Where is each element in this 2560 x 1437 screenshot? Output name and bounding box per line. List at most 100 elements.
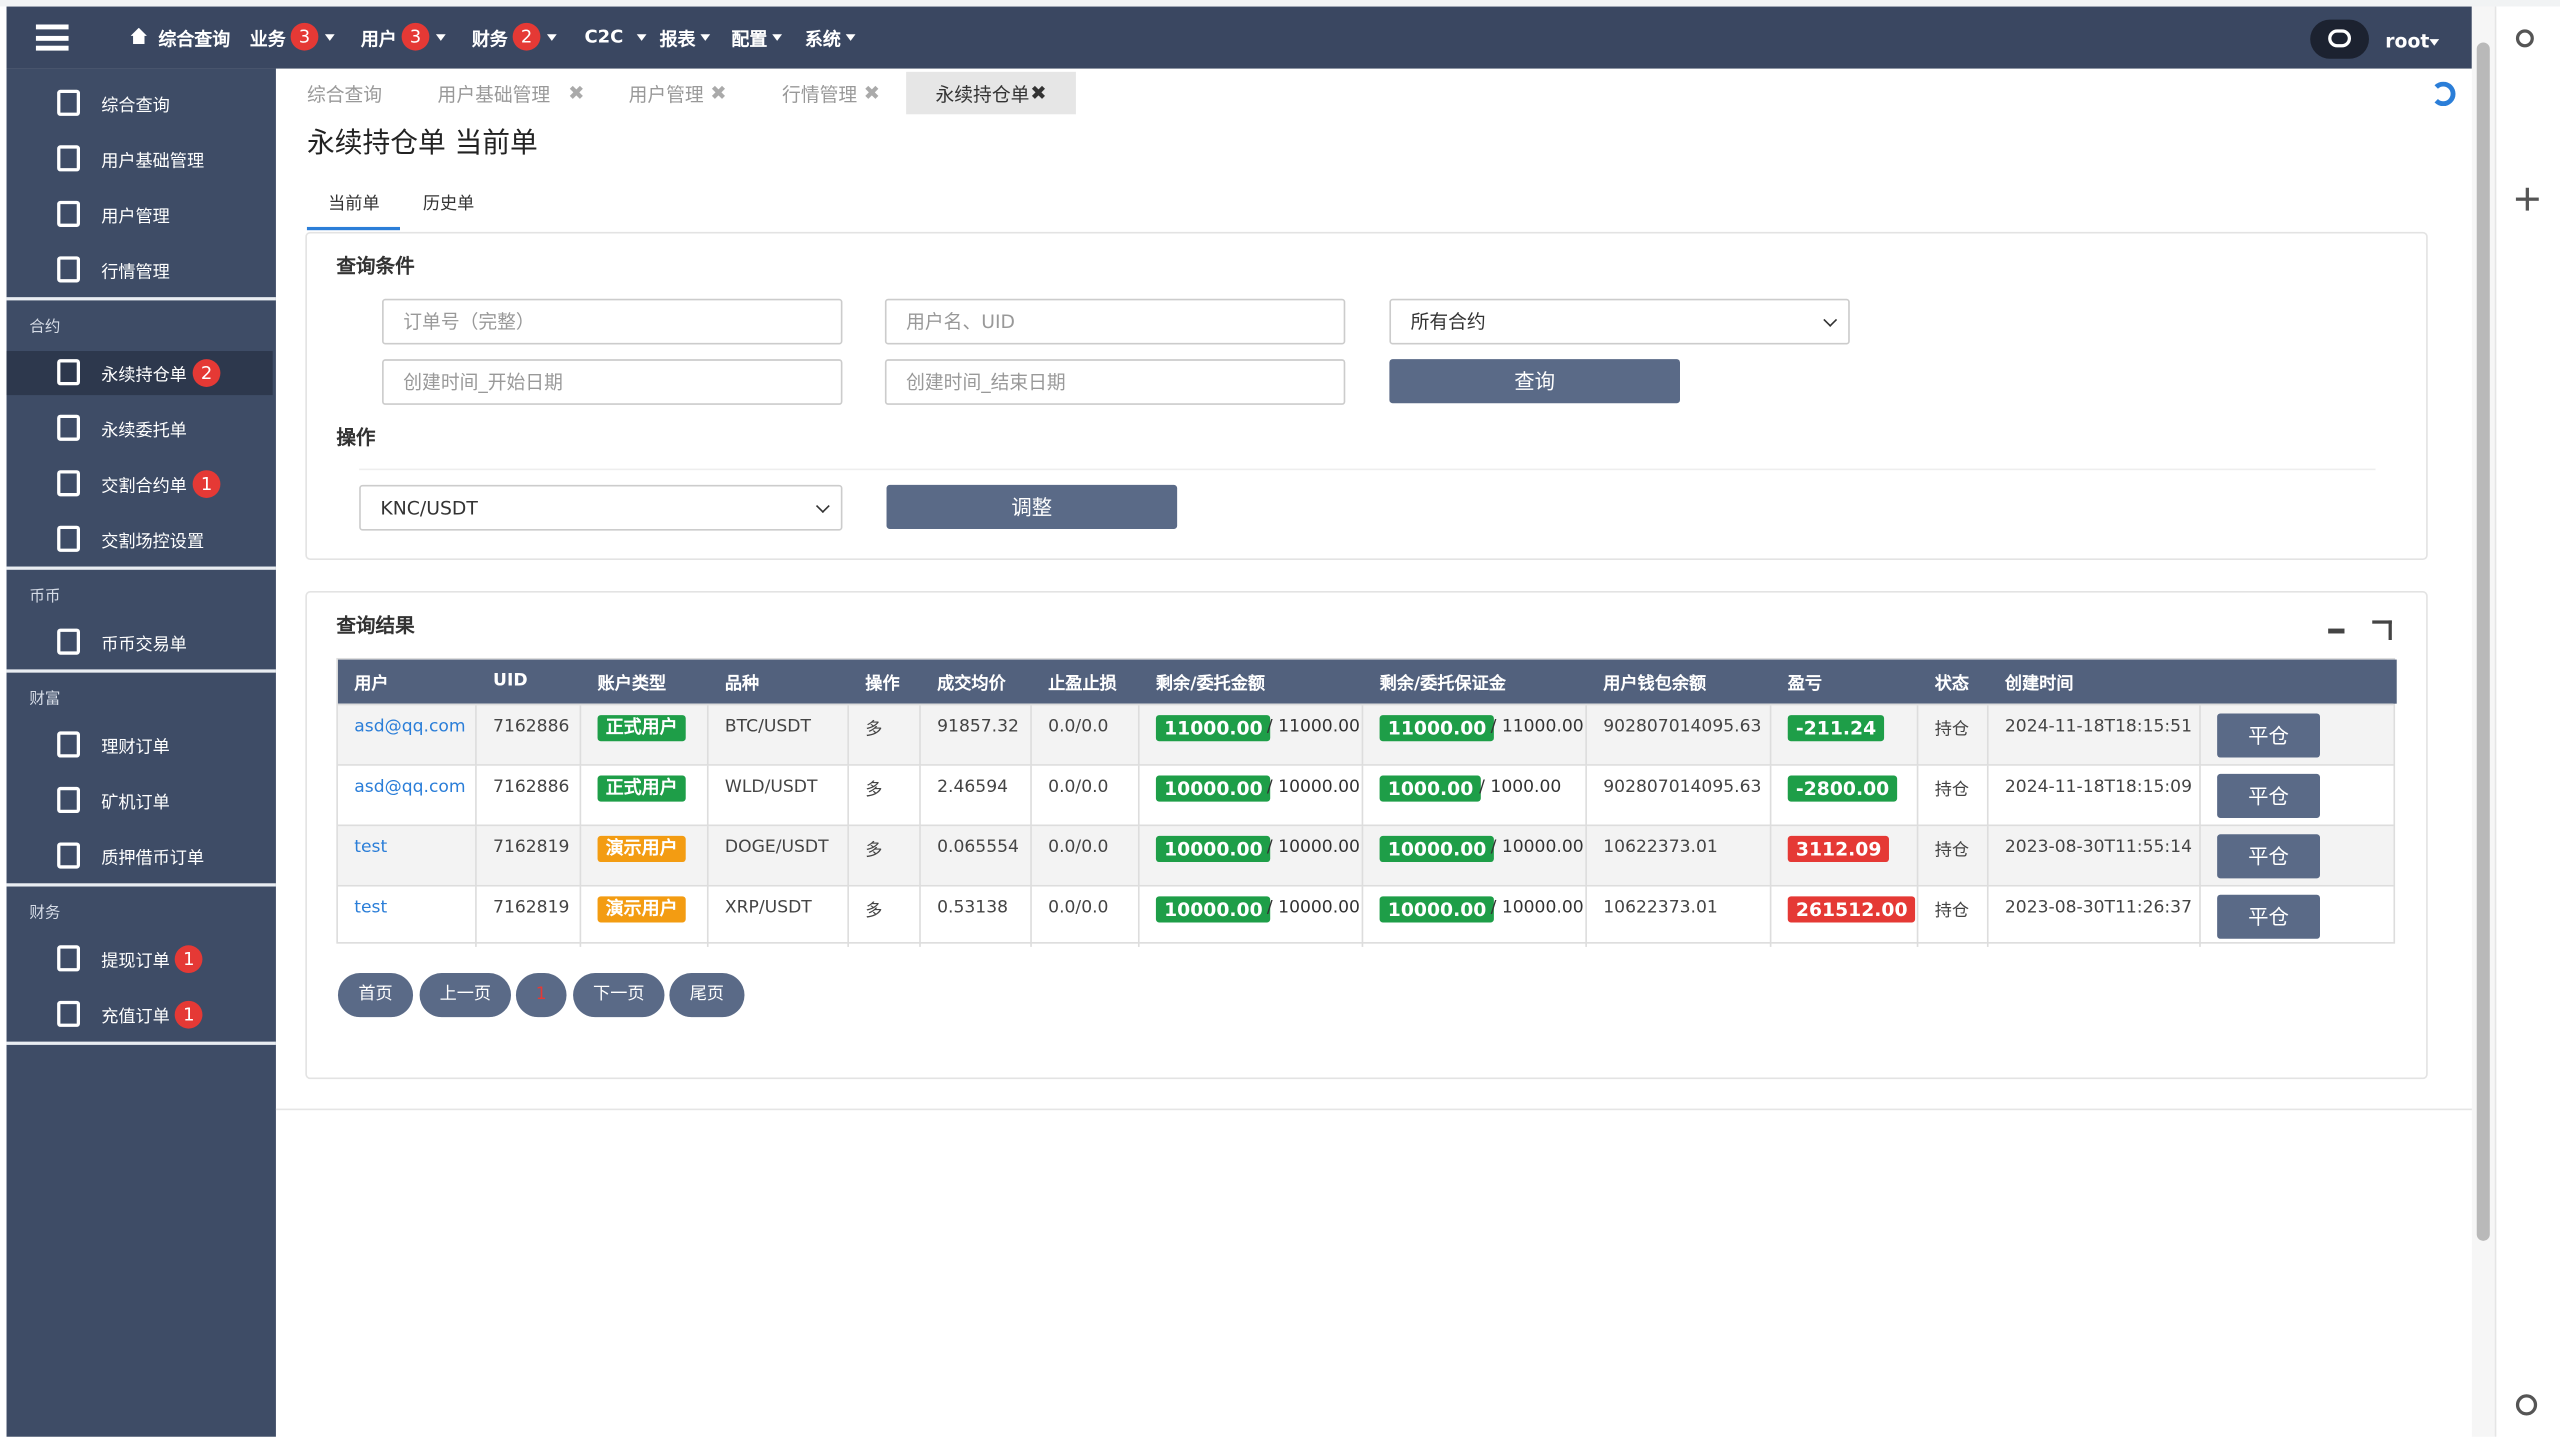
start-input[interactable]: 创建时间_开始日期 (382, 359, 843, 405)
table-row: test 7162819 演示用户 DOGE/USDT 多 0.065554 0.0/0.0… (337, 824, 2394, 887)
cell: 0.0/0.0 (1048, 897, 1109, 918)
user-link[interactable]: asd@qq.com (354, 777, 466, 797)
margin-total: / 10000.00 (1490, 837, 1584, 858)
sidebar-item[interactable]: 矿机订单 (7, 779, 273, 823)
browser-sidebar (2494, 6, 2560, 1437)
sidebar-item[interactable]: 综合查询 (7, 82, 273, 126)
page-tab[interactable]: 用户管理 ✖ (616, 72, 747, 114)
close-button[interactable]: 平仓 (2217, 834, 2320, 879)
sidebar-badge: 2 (192, 359, 221, 387)
sidebar-item[interactable]: 理财订单 (7, 723, 273, 767)
cell-border (579, 705, 582, 766)
nav-item[interactable]: 系统 (804, 29, 841, 51)
refresh-icon[interactable] (2431, 81, 2456, 107)
chat-button[interactable] (2310, 19, 2369, 59)
end-input[interactable]: 创建时间_结束日期 (884, 359, 1346, 405)
user-input[interactable]: 用户名、UID (884, 298, 1346, 345)
nav-item[interactable]: C2C (584, 26, 624, 48)
sidebar-item[interactable]: 永续委托单 (7, 407, 273, 451)
cell-border (2199, 765, 2201, 827)
sidebar-label: 质押借币订单 (101, 848, 205, 869)
cell-border (706, 826, 709, 887)
pnl-badge: -2800.00 (1787, 775, 1898, 802)
symbol-select[interactable]: KNC/USDT (359, 484, 843, 531)
cell: 902807014095.63 (1603, 777, 1762, 797)
amount-badge: 11000.00 (1155, 715, 1271, 742)
divider (359, 468, 2376, 471)
sidebar-item[interactable]: 用户基础管理 (7, 137, 273, 181)
nav-item[interactable]: 财务 (471, 29, 508, 51)
sidebar-item[interactable]: 币币交易单 (7, 620, 273, 664)
settings-icon[interactable] (2515, 1394, 2538, 1416)
query-button[interactable]: 查询 (1389, 359, 1680, 404)
table-row: asd@qq.com 7162886 正式用户 BTC/USDT 多 91857.32 0.… (337, 703, 2394, 766)
sidebar-label: 永续持仓单 (101, 365, 187, 386)
cell: 多 (865, 780, 883, 800)
close-button[interactable]: 平仓 (2217, 773, 2320, 818)
cell-border (1137, 705, 1140, 766)
cell-border (1916, 765, 1919, 827)
cell: 2024-11-18T18:15:09 (2004, 777, 2192, 797)
cell-border (1769, 826, 1772, 887)
add-icon[interactable] (2515, 187, 2539, 211)
page-tab[interactable]: 永续持仓单 ✖ (906, 71, 1076, 115)
search-icon[interactable] (2515, 29, 2534, 48)
sidebar-label: 提现订单 (101, 951, 170, 972)
sidebar-badge: 1 (174, 945, 203, 974)
nav-item[interactable]: 用户 (360, 29, 397, 51)
column-header: 品种 (724, 674, 760, 694)
close-button[interactable]: 平仓 (2217, 713, 2320, 758)
sidebar-icon (57, 1000, 80, 1027)
sidebar-item[interactable]: 交割合约单 1 (7, 462, 273, 506)
menu-toggle[interactable] (35, 24, 69, 51)
page-button[interactable]: 上一页 (419, 973, 512, 1018)
sidebar-icon (57, 731, 80, 758)
close-button[interactable]: 平仓 (2217, 894, 2320, 939)
page-button[interactable]: 首页 (337, 973, 414, 1018)
subtab[interactable]: 当前单 (328, 194, 380, 214)
cell-border (1769, 705, 1772, 766)
pnl-badge: 261512.00 (1787, 896, 1916, 923)
sidebar-item[interactable]: 交割场控设置 (7, 518, 273, 562)
sidebar-item[interactable]: 行情管理 (7, 248, 273, 292)
nav-item[interactable]: 综合查询 (158, 29, 231, 51)
cell-border (1585, 886, 1587, 947)
sidebar-item[interactable]: 质押借币订单 (7, 834, 273, 878)
table-row: asd@qq.com 7162886 正式用户 WLD/USDT 多 2.46594 0.0… (337, 764, 2394, 827)
sidebar-item[interactable]: 提现订单 1 (7, 937, 273, 981)
nav-badge: 2 (512, 22, 541, 51)
user-name[interactable]: root (2385, 29, 2430, 53)
subtab[interactable]: 历史单 (422, 194, 475, 214)
sidebar-label: 交割合约单 (101, 476, 187, 497)
page-button[interactable]: 尾页 (669, 973, 745, 1018)
user-link[interactable]: asd@qq.com (354, 716, 466, 737)
page-tab[interactable]: 用户基础管理 ✖ (424, 72, 604, 114)
page-tab[interactable]: 行情管理 ✖ (769, 72, 900, 114)
cell-border (1916, 705, 1919, 766)
sidebar-label: 理财订单 (101, 737, 170, 758)
cell-border (1916, 826, 1919, 887)
nav-item[interactable]: 业务 (249, 29, 286, 51)
user-link[interactable]: test (354, 897, 388, 918)
nav-item[interactable]: 报表 (659, 29, 696, 51)
adjust-button[interactable]: 调整 (886, 484, 1178, 529)
column-header: 剩余/委托保证金 (1379, 674, 1506, 694)
nav-item[interactable]: 配置 (731, 29, 768, 51)
page-tab[interactable]: 综合查询 (294, 72, 392, 114)
page-button[interactable]: 下一页 (573, 973, 665, 1018)
sidebar-item[interactable]: 永续持仓单 2 (6, 351, 273, 396)
user-link[interactable]: test (354, 837, 388, 858)
collapse-icon[interactable] (2328, 628, 2345, 634)
sidebar-icon (57, 256, 80, 283)
cell-border (706, 705, 709, 766)
expand-icon[interactable] (2372, 620, 2392, 640)
contract-select[interactable]: 所有合约 (1389, 298, 1850, 345)
sidebar-item[interactable]: 用户管理 (7, 193, 273, 237)
cell-border (579, 886, 582, 947)
sidebar-item[interactable]: 充值订单 1 (7, 993, 273, 1037)
tab-label: 用户管理 (628, 83, 704, 107)
cell: WLD/USDT (724, 777, 818, 797)
order-input[interactable]: 订单号（完整） (382, 298, 843, 345)
cell: 91857.32 (937, 716, 1019, 737)
page-button[interactable]: 1 (515, 973, 567, 1018)
